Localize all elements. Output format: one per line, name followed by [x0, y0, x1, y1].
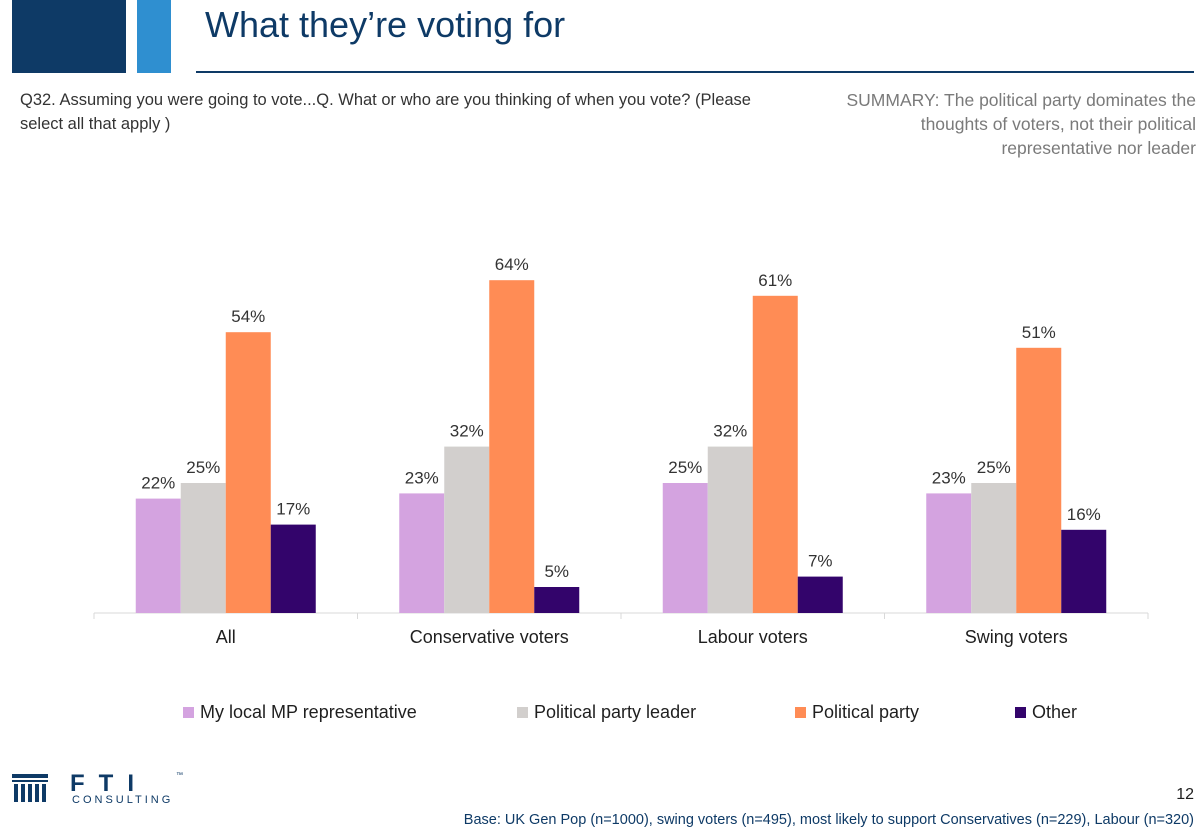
data-label: 61%	[758, 271, 792, 290]
x-tick-label: Conservative voters	[410, 627, 569, 647]
data-label: 22%	[141, 474, 175, 493]
bar	[180, 483, 226, 613]
fti-logo: FTI ™ CONSULTING	[12, 770, 183, 808]
x-tick-label: Labour voters	[698, 627, 808, 647]
data-label: 51%	[1022, 323, 1056, 342]
title-divider	[196, 71, 1194, 73]
legend-swatch	[1015, 707, 1026, 718]
data-label: 23%	[405, 468, 439, 487]
legend-label: Other	[1032, 702, 1078, 722]
data-label: 64%	[495, 255, 529, 274]
data-label: 32%	[450, 422, 484, 441]
bar	[752, 295, 798, 613]
bar	[534, 587, 580, 613]
legend-item: My local MP representative	[183, 702, 417, 723]
data-label: 23%	[932, 468, 966, 487]
header-block-dark	[12, 0, 126, 73]
page-number: 12	[1176, 786, 1194, 803]
x-tick-label: Swing voters	[965, 627, 1068, 647]
bar	[1016, 347, 1062, 613]
fti-logo-icon	[12, 774, 48, 802]
fti-logo-trademark: ™	[176, 772, 183, 779]
chart-legend: My local MP representative Political part…	[0, 702, 1200, 726]
legend-label: Political party leader	[534, 702, 697, 722]
bar	[1061, 529, 1107, 613]
header-block-light	[137, 0, 171, 73]
fti-logo-letters: FTI	[70, 770, 148, 797]
legend-item: Other	[1015, 702, 1077, 723]
legend-swatch	[517, 707, 528, 718]
bar	[225, 332, 271, 613]
data-label: 25%	[186, 458, 220, 477]
legend-swatch	[795, 707, 806, 718]
data-label: 25%	[977, 458, 1011, 477]
data-label: 32%	[713, 422, 747, 441]
bar	[797, 576, 843, 613]
summary-text: SUMMARY: The political party dominates t…	[846, 90, 1196, 158]
data-label: 17%	[276, 500, 310, 519]
x-tick-label: All	[216, 627, 236, 647]
base-note: Base: UK Gen Pop (n=1000), swing voters …	[463, 812, 1194, 828]
bar	[444, 446, 490, 613]
fti-logo-subtitle: CONSULTING	[72, 794, 174, 806]
data-label: 16%	[1067, 505, 1101, 524]
bar	[135, 498, 181, 613]
page-title: What they’re voting for	[205, 4, 566, 45]
legend-swatch	[183, 707, 194, 718]
data-label: 7%	[808, 552, 833, 571]
data-label: 54%	[231, 307, 265, 326]
bar	[971, 483, 1017, 613]
legend-item: Political party leader	[517, 702, 696, 723]
bar	[707, 446, 753, 613]
data-label: 5%	[544, 562, 569, 581]
bar	[270, 524, 316, 613]
bar	[489, 280, 535, 613]
data-label: 25%	[668, 458, 702, 477]
legend-label: Political party	[812, 702, 920, 722]
legend-item: Political party	[795, 702, 919, 723]
question-text: Q32. Assuming you were going to vote...Q…	[20, 91, 751, 133]
legend-label: My local MP representative	[200, 702, 417, 722]
bar	[662, 483, 708, 613]
bar	[399, 493, 445, 613]
bar	[926, 493, 972, 613]
